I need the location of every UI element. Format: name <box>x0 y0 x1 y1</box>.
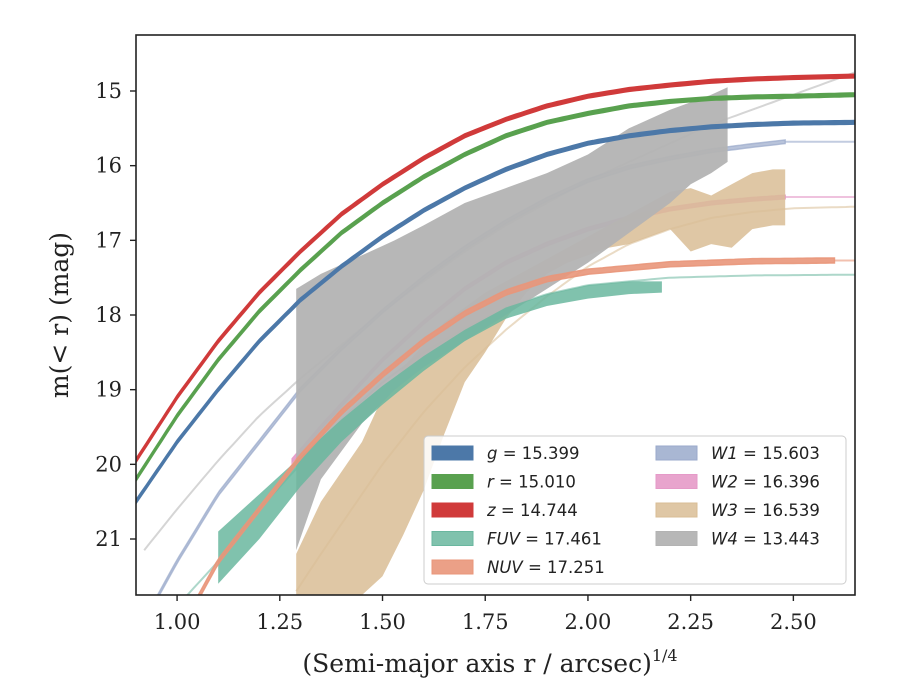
x-axis-label-exponent: 1/4 <box>652 646 678 665</box>
x-tick-label: 1.75 <box>462 610 509 634</box>
band-w3 <box>296 169 786 595</box>
legend-swatch-fuv <box>431 531 474 546</box>
band-w4 <box>296 87 728 551</box>
legend-box <box>423 435 847 585</box>
legend-label-r: r = 15.010 <box>487 473 576 492</box>
x-tick-label: 2.25 <box>667 610 714 634</box>
legend-swatch-w4 <box>655 531 698 546</box>
legend-swatch-g <box>431 445 474 461</box>
band-g <box>136 119 855 505</box>
legend-swatch-w1 <box>655 445 698 461</box>
band-nuv <box>197 257 836 595</box>
y-tick-label: 16 <box>95 154 122 178</box>
legend-swatch-nuv <box>431 559 474 575</box>
y-tick-label: 17 <box>95 228 122 252</box>
band-z <box>136 73 855 464</box>
y-tick-label: 19 <box>95 378 122 402</box>
x-axis-ticks: 1.00 1.25 1.50 1.75 2.00 2.25 2.50 <box>154 595 817 634</box>
legend-swatch-z <box>431 502 474 518</box>
legend-label-w1: W1 = 15.603 <box>711 444 820 463</box>
legend-swatch-w2 <box>655 474 698 489</box>
legend-label-w2: W2 = 16.396 <box>711 473 820 492</box>
x-tick-label: 2.50 <box>770 610 817 634</box>
legend-label-w4: W4 = 13.443 <box>711 530 820 549</box>
band-r <box>136 92 855 483</box>
legend-label-nuv: NUV = 17.251 <box>487 558 605 577</box>
y-tick-label: 21 <box>95 527 122 551</box>
legend-label-fuv: FUV = 17.461 <box>487 530 602 549</box>
series-r <box>136 92 855 483</box>
legend-label-w3: W3 = 16.539 <box>711 501 820 520</box>
legend-label-g: g = 15.399 <box>487 444 580 463</box>
y-axis-label: m(< r) (mag) <box>45 232 74 398</box>
series-z <box>136 73 855 464</box>
legend-swatch-r <box>431 474 474 489</box>
x-tick-label: 2.00 <box>565 610 612 634</box>
series-g <box>136 119 855 505</box>
series-w4 <box>296 87 728 551</box>
y-axis-ticks: 15 16 17 18 19 20 21 <box>95 79 136 551</box>
series-nuv <box>197 257 855 595</box>
y-tick-label: 20 <box>95 452 122 476</box>
x-tick-label: 1.25 <box>256 610 303 634</box>
y-tick-label: 15 <box>95 79 122 103</box>
x-axis-label: (Semi-major axis r / arcsec)1/4 <box>302 646 677 678</box>
x-tick-label: 1.50 <box>359 610 406 634</box>
legend: g = 15.399 r = 15.010 z = 14.744 FUV = 17.4… <box>423 435 847 585</box>
x-tick-label: 1.00 <box>154 610 201 634</box>
series-w3 <box>296 169 786 595</box>
plot-area <box>136 71 855 595</box>
x-axis-label-main: (Semi-major axis r / arcsec) <box>302 649 651 678</box>
legend-swatch-w3 <box>655 502 698 518</box>
legend-label-z: z = 14.744 <box>486 501 578 520</box>
y-tick-label: 18 <box>95 303 122 327</box>
